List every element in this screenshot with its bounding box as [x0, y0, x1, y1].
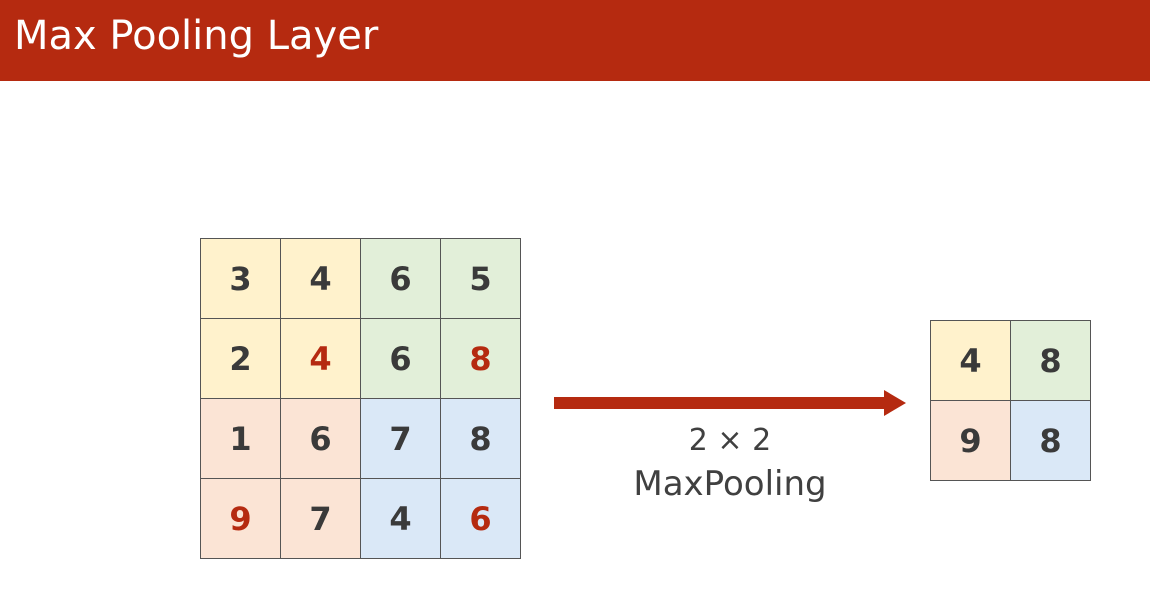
input-cell: 3 [200, 238, 281, 319]
output-row: 9 8 [930, 400, 1091, 481]
output-cell: 8 [1010, 400, 1091, 481]
input-cell: 5 [440, 238, 521, 319]
input-cell: 1 [200, 398, 281, 479]
input-cell-max: 6 [440, 478, 521, 559]
pool-size-label: 2 × 2 [688, 423, 772, 458]
input-cell: 4 [360, 478, 441, 559]
input-cell: 2 [200, 318, 281, 399]
input-cell-max: 4 [280, 318, 361, 399]
output-row: 4 8 [930, 320, 1091, 401]
operation-label: MaxPooling [633, 464, 827, 504]
input-cell: 7 [360, 398, 441, 479]
input-cell: 6 [360, 238, 441, 319]
input-row: 2 4 6 8 [200, 318, 521, 399]
input-cell: 7 [280, 478, 361, 559]
input-cell: 8 [440, 398, 521, 479]
output-cell: 9 [930, 400, 1011, 481]
output-feature-map: 4 8 9 8 [930, 320, 1091, 481]
input-row: 9 7 4 6 [200, 478, 521, 559]
input-feature-map: 3 4 6 5 2 4 6 8 1 6 7 8 9 7 4 6 [200, 238, 521, 559]
title-bar: Max Pooling Layer [0, 0, 1150, 81]
input-cell-max: 8 [440, 318, 521, 399]
input-cell-max: 9 [200, 478, 281, 559]
input-cell: 6 [360, 318, 441, 399]
input-row: 3 4 6 5 [200, 238, 521, 319]
output-cell: 4 [930, 320, 1011, 401]
input-cell: 4 [280, 238, 361, 319]
output-cell: 8 [1010, 320, 1091, 401]
arrow-right-icon [554, 390, 906, 416]
page-title: Max Pooling Layer [14, 13, 379, 59]
input-row: 1 6 7 8 [200, 398, 521, 479]
input-cell: 6 [280, 398, 361, 479]
